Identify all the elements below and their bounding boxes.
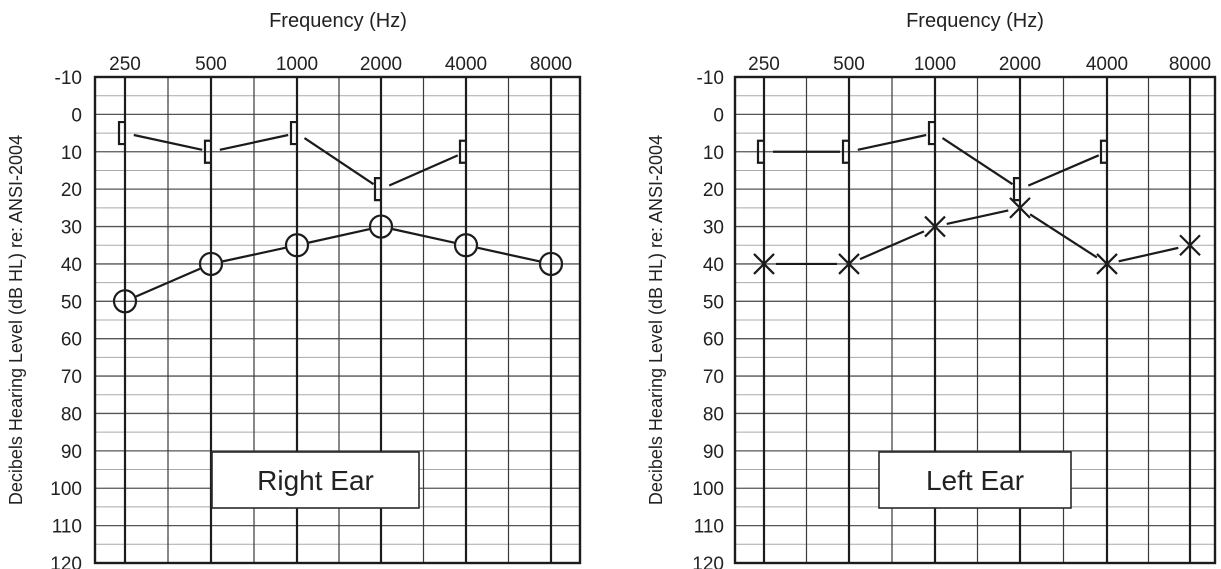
data-point-cross xyxy=(753,253,775,275)
y-tick-label: 10 xyxy=(703,143,724,164)
series-line-segment-bracket xyxy=(857,133,927,151)
y-tick-label: 0 xyxy=(71,105,82,126)
data-point-cross xyxy=(924,215,946,238)
chart-title: Frequency (Hz) xyxy=(269,10,407,32)
ear-label-box xyxy=(878,451,1072,509)
x-tick-label: 2000 xyxy=(360,54,402,75)
y-tick-label: 110 xyxy=(694,517,724,538)
x-tick-label: 500 xyxy=(833,54,865,75)
y-tick-label: 90 xyxy=(61,442,82,463)
data-point-bracket xyxy=(1012,177,1021,202)
x-tick-label: 8000 xyxy=(530,54,572,75)
data-point-circle xyxy=(112,289,138,314)
data-point-bracket xyxy=(458,139,467,164)
data-point-cross xyxy=(1179,234,1201,257)
y-tick-label: -10 xyxy=(55,68,82,89)
ear-label: Right Ear xyxy=(257,465,374,496)
y-tick-label: 70 xyxy=(61,367,82,388)
y-tick-label: 110 xyxy=(52,517,82,538)
y-tick-label: 100 xyxy=(692,479,724,500)
data-point-bracket xyxy=(203,139,212,164)
y-tick-label: 120 xyxy=(50,554,82,569)
right-ear-audiogram: Frequency (Hz) Decibels Hearing Level (dB… xyxy=(6,10,582,569)
series-line-segment-cross xyxy=(859,230,925,261)
ear-label-box xyxy=(211,451,420,509)
y-tick-label: 50 xyxy=(703,292,724,313)
y-tick-label: 80 xyxy=(703,404,724,425)
data-point-bracket xyxy=(1099,139,1108,164)
data-point-circle xyxy=(538,251,564,277)
data-point-circle xyxy=(368,214,394,239)
series-line-segment-circle xyxy=(135,267,201,298)
series-line-segment-bracket xyxy=(1027,154,1100,187)
data-point-cross xyxy=(838,253,860,275)
ear-label: Left Ear xyxy=(926,465,1024,496)
series-line-segment-bracket xyxy=(219,133,289,151)
y-tick-label: 100 xyxy=(50,479,82,500)
x-tick-label: 4000 xyxy=(1086,54,1128,75)
x-tick-label: 2000 xyxy=(999,54,1041,75)
data-point-bracket xyxy=(927,120,936,146)
y-axis-label: Decibels Hearing Level (dB HL) re: ANSI-… xyxy=(646,135,666,505)
series-line-segment-circle xyxy=(308,228,370,244)
y-tick-label: 30 xyxy=(61,218,82,239)
series-line-segment-cross xyxy=(1118,246,1179,263)
x-tick-label: 500 xyxy=(195,54,227,75)
y-tick-label: 40 xyxy=(61,255,82,276)
x-tick-label: 8000 xyxy=(1169,54,1211,75)
y-tick-label: 60 xyxy=(61,330,82,351)
x-tick-label: 250 xyxy=(748,54,780,75)
plot-frame xyxy=(93,75,582,565)
y-tick-label: 40 xyxy=(703,255,724,276)
y-tick-label: 80 xyxy=(61,404,82,425)
left-ear-audiogram: Frequency (Hz) Decibels Hearing Level (dB… xyxy=(646,10,1217,569)
data-point-cross xyxy=(1009,197,1031,219)
series-line-segment-bracket xyxy=(303,137,375,186)
chart-title: Frequency (Hz) xyxy=(906,10,1044,32)
data-point-circle xyxy=(284,233,310,258)
y-tick-label: 20 xyxy=(703,180,724,201)
data-point-bracket xyxy=(756,139,765,164)
data-point-cross xyxy=(1096,253,1118,275)
series-line-segment-circle xyxy=(392,228,455,244)
data-point-bracket xyxy=(373,177,382,202)
series-line-segment-bracket xyxy=(133,133,203,151)
y-tick-label: -10 xyxy=(697,68,724,89)
y-tick-label: 0 xyxy=(713,105,724,126)
x-tick-label: 1000 xyxy=(276,54,318,75)
data-point-bracket xyxy=(289,120,298,146)
series-line-segment-cross xyxy=(946,209,1009,226)
y-axis-label: Decibels Hearing Level (dB HL) re: ANSI-… xyxy=(6,135,26,505)
series-line-segment-bracket xyxy=(941,137,1014,186)
series-line-segment-circle xyxy=(222,246,286,263)
x-tick-label: 4000 xyxy=(445,54,487,75)
y-tick-label: 10 xyxy=(61,143,82,164)
y-tick-label: 20 xyxy=(61,180,82,201)
y-tick-label: 30 xyxy=(703,218,724,239)
x-tick-label: 1000 xyxy=(914,54,956,75)
data-point-bracket xyxy=(841,139,850,164)
y-tick-label: 120 xyxy=(692,554,724,569)
y-tick-label: 70 xyxy=(703,367,724,388)
y-tick-label: 60 xyxy=(703,330,724,351)
data-point-circle xyxy=(198,251,224,277)
series-line-segment-circle xyxy=(477,246,540,263)
plot-frame xyxy=(733,75,1217,565)
y-tick-label: 90 xyxy=(703,442,724,463)
y-tick-label: 50 xyxy=(61,292,82,313)
series-line-segment-bracket xyxy=(388,154,459,187)
data-point-circle xyxy=(453,233,479,258)
x-tick-label: 250 xyxy=(109,54,141,75)
data-point-bracket xyxy=(117,120,126,146)
series-line-segment-cross xyxy=(1029,213,1098,259)
